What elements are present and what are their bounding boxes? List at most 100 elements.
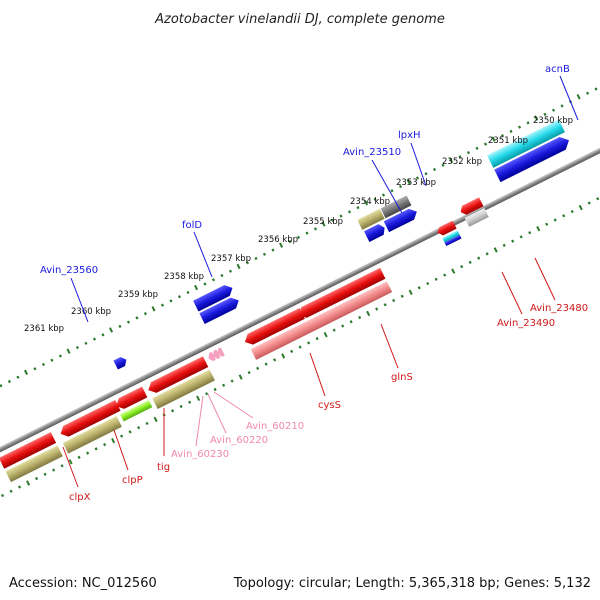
avin-23490-feature-cyan [442,230,460,243]
lpxH-feature-gray [380,195,412,219]
kbp-labels: 2350 kbp 2351 kbp 2352 kbp 2353 kbp 2354… [24,116,573,334]
minor-tick [358,315,362,320]
minor-tick [587,201,591,205]
kbp-label: 2355 kbp [303,217,343,227]
major-tick [408,289,413,295]
gene-label-avin-23560[interactable]: Avin_23560 [40,265,98,276]
minor-tick [228,269,233,273]
gene-label-clpX[interactable]: clpX [69,492,91,503]
gene-label-clpP[interactable]: clpP [122,475,143,486]
minor-tick [103,443,107,447]
lower-gene-labels: Avin_23480 Avin_23490 glnS cysS Avin_602… [62,257,588,503]
minor-tick [551,108,556,112]
minor-tick [381,193,386,197]
minor-tick [458,155,462,159]
minor-tick [247,370,251,375]
kbp-label: 2351 kbp [488,136,528,146]
accession-text: Accession: NC_012560 [9,576,157,591]
minor-tick [213,387,217,392]
minor-tick [483,142,488,146]
tig-feature-khaki [152,369,215,409]
upper-gene-labels: acnB lpxH Avin_23510 folD Avin_23560 [40,64,579,323]
minor-tick [502,243,506,248]
gene-label-acnB[interactable]: acnB [545,64,570,75]
avin-23510-feature-khaki [357,208,385,230]
kbp-label: 2359 kbp [118,290,158,300]
minor-tick [77,455,81,459]
minor-tick [485,252,489,256]
avin-23490-gene-arrow [437,220,457,236]
major-tick [196,395,201,401]
clpP-feature-green [120,400,153,422]
gene-label-avin-23490[interactable]: Avin_23490 [497,318,555,329]
minor-tick [135,316,139,320]
minor-tick [179,404,183,409]
major-tick [68,459,73,465]
major-tick [279,242,284,248]
kbp-label: 2357 kbp [211,254,251,264]
minor-tick [9,489,13,493]
lpxH-gene-arrow [383,208,417,233]
gene-label-avin-60220[interactable]: Avin_60220 [210,435,268,446]
minor-tick [1,493,5,498]
gene-label-glnS[interactable]: glnS [391,372,413,383]
minor-tick [545,222,549,226]
minor-tick [0,384,3,388]
major-tick [194,284,199,291]
minor-tick [35,476,39,481]
major-tick [449,157,454,164]
minor-tick [398,184,403,189]
minor-tick [273,358,277,362]
minor-tick [256,366,260,370]
minor-tick [460,264,464,269]
gene-label-avin-60210[interactable]: Avin_60210 [246,421,304,432]
minor-tick [526,121,530,125]
gene-label-avin-23480[interactable]: Avin_23480 [530,303,588,314]
minor-tick [383,303,387,307]
minor-tick [101,333,105,337]
minor-tick [43,472,47,476]
gene-label-avin-60230[interactable]: Avin_60230 [171,449,229,460]
major-tick [236,263,241,270]
leader-line [207,393,227,434]
gene-label-cysS[interactable]: cysS [318,400,341,411]
major-tick [66,348,71,354]
leader-line [113,429,129,471]
leader-line [410,142,427,187]
upper-tick-row [0,87,598,388]
minor-tick [553,218,557,222]
major-tick [451,268,456,274]
avin-60220-gene-arrow [212,349,221,359]
minor-tick [543,112,547,117]
minor-tick [271,248,275,252]
minor-tick [434,277,438,281]
minor-tick [468,260,472,264]
minor-tick [500,134,505,138]
minor-tick [143,312,147,316]
minor-tick [264,362,268,366]
minor-tick [94,447,98,451]
minor-tick [254,256,258,261]
gene-label-tig[interactable]: tig [157,462,170,473]
minor-tick [594,87,598,91]
gene-label-avin-23510[interactable]: Avin_23510 [343,147,401,158]
minor-tick [375,307,379,311]
gene-label-lpxH[interactable]: lpxH [398,130,421,141]
minor-tick [296,235,301,239]
leader-line [380,323,399,369]
minor-tick [118,324,122,328]
minor-tick [392,298,396,303]
gene-label-folD[interactable]: folD [182,220,202,231]
minor-tick [262,252,267,256]
major-tick [578,204,583,211]
minor-tick [332,328,336,332]
minor-tick [220,273,224,278]
leader-line [213,391,254,419]
minor-tick [373,197,377,201]
avin-23510-gene-arrow [364,224,385,242]
clpX-gene-arrow [60,399,121,437]
leader-line [309,352,326,397]
clpX-feature-khaki [62,416,122,454]
major-tick [406,178,411,185]
major-tick [23,369,29,376]
